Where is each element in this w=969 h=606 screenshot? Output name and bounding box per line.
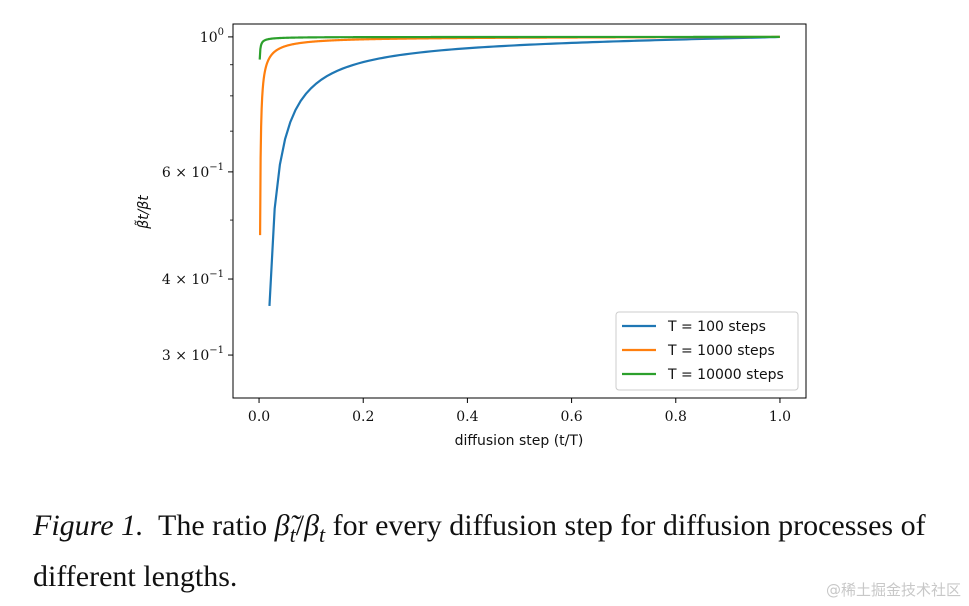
x-tick-label: 0.4 bbox=[456, 409, 478, 425]
y-tick-label: 100 bbox=[200, 27, 224, 46]
series-line-1 bbox=[268, 35, 780, 307]
legend: T = 100 steps T = 1000 steps T = 10000 ste… bbox=[615, 311, 799, 391]
chart: 0.0 0.2 0.4 0.6 0.8 1.0 100 6 × 10−1 4 × 10−1 3 … bbox=[134, 23, 807, 449]
figure-label: Figure 1. bbox=[33, 509, 144, 542]
y-tick-label: 3 × 10−1 bbox=[162, 345, 224, 364]
caption-math-slash: / bbox=[295, 509, 305, 542]
caption-math-t2: t bbox=[319, 522, 326, 547]
x-axis-label: diffusion step (t/T) bbox=[455, 433, 584, 449]
caption-text-before: The ratio bbox=[158, 509, 268, 542]
figure-caption: Figure 1. The ratio β̃t/βt for every dif… bbox=[33, 505, 943, 598]
caption-math-beta: β bbox=[304, 509, 320, 542]
legend-label-1: T = 100 steps bbox=[667, 319, 766, 335]
caption-math-t1: t bbox=[289, 522, 296, 547]
legend-label-3: T = 10000 steps bbox=[667, 367, 784, 383]
y-tick-label: 6 × 10−1 bbox=[162, 162, 224, 181]
caption-text-after: for every diffusion step for diffusion p… bbox=[33, 509, 926, 593]
x-tick-label: 0.0 bbox=[248, 409, 270, 425]
series-lines bbox=[258, 35, 780, 307]
x-tick-label: 0.2 bbox=[352, 409, 374, 425]
caption-math-beta-tilde: β̃ bbox=[274, 509, 290, 542]
series-line-2 bbox=[258, 35, 780, 236]
plot-frame bbox=[232, 23, 807, 399]
series-line-3 bbox=[258, 35, 780, 60]
x-tick-label: 0.8 bbox=[665, 409, 687, 425]
watermark: @稀土掘金技术社区 bbox=[825, 581, 961, 599]
x-tick-label: 1.0 bbox=[769, 409, 791, 425]
legend-label-2: T = 1000 steps bbox=[667, 343, 775, 359]
y-axis: 100 6 × 10−1 4 × 10−1 3 × 10−1 bbox=[162, 27, 233, 364]
x-tick-label: 0.6 bbox=[560, 409, 582, 425]
x-axis: 0.0 0.2 0.4 0.6 0.8 1.0 bbox=[248, 398, 791, 425]
y-axis-label: β̃t/βt bbox=[134, 195, 152, 230]
legend-box bbox=[615, 311, 799, 391]
y-tick-label: 4 × 10−1 bbox=[162, 269, 224, 288]
